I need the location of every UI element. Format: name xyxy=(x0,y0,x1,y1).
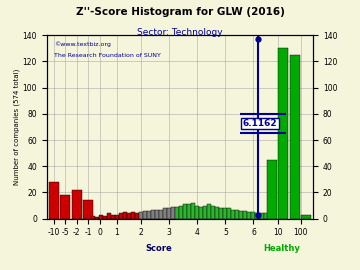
Bar xyxy=(139,212,143,219)
Bar xyxy=(131,212,135,219)
Bar xyxy=(290,55,300,219)
Text: The Research Foundation of SUNY: The Research Foundation of SUNY xyxy=(54,53,161,59)
Bar xyxy=(223,208,228,219)
Text: Healthy: Healthy xyxy=(263,244,300,254)
Text: 6.1162: 6.1162 xyxy=(243,119,277,128)
Bar xyxy=(187,204,191,219)
Bar xyxy=(211,205,215,219)
Bar xyxy=(147,211,151,219)
Bar xyxy=(267,160,277,219)
Bar xyxy=(83,200,93,219)
Bar xyxy=(228,208,231,219)
Bar xyxy=(183,204,187,219)
Bar xyxy=(231,210,235,219)
Bar xyxy=(119,214,123,219)
Bar xyxy=(107,214,111,219)
Bar xyxy=(191,203,195,219)
Bar xyxy=(135,214,139,219)
Bar xyxy=(72,190,81,219)
Bar xyxy=(115,215,119,219)
Bar xyxy=(301,215,311,219)
Bar xyxy=(256,214,260,219)
Bar xyxy=(207,204,211,219)
Bar xyxy=(155,210,159,219)
Bar xyxy=(123,212,127,219)
Bar xyxy=(195,205,199,219)
Bar xyxy=(239,211,243,219)
Bar xyxy=(99,215,103,219)
Bar xyxy=(171,207,175,219)
Bar xyxy=(199,207,203,219)
Bar xyxy=(167,208,171,219)
Bar xyxy=(203,205,207,219)
Bar xyxy=(91,216,95,219)
Y-axis label: Number of companies (574 total): Number of companies (574 total) xyxy=(13,69,20,185)
Text: Z''-Score Histogram for GLW (2016): Z''-Score Histogram for GLW (2016) xyxy=(76,7,284,17)
Bar xyxy=(235,210,239,219)
Bar xyxy=(243,211,247,219)
Bar xyxy=(151,210,155,219)
Bar xyxy=(143,211,147,219)
Bar xyxy=(215,207,219,219)
Bar xyxy=(95,217,99,219)
Text: ©www.textbiz.org: ©www.textbiz.org xyxy=(54,42,111,47)
Bar xyxy=(219,208,223,219)
Bar xyxy=(163,208,167,219)
Text: Sector: Technology: Sector: Technology xyxy=(137,28,223,37)
Bar xyxy=(60,195,70,219)
Bar xyxy=(264,214,267,219)
Bar xyxy=(279,48,288,219)
Bar xyxy=(103,216,107,219)
Bar xyxy=(260,214,264,219)
Bar xyxy=(111,215,115,219)
Text: Score: Score xyxy=(145,244,172,254)
Bar xyxy=(252,212,256,219)
Bar xyxy=(267,215,271,219)
Bar xyxy=(127,214,131,219)
Bar xyxy=(247,212,252,219)
Bar xyxy=(179,205,183,219)
Bar xyxy=(175,207,179,219)
Bar xyxy=(49,182,59,219)
Bar xyxy=(159,210,163,219)
